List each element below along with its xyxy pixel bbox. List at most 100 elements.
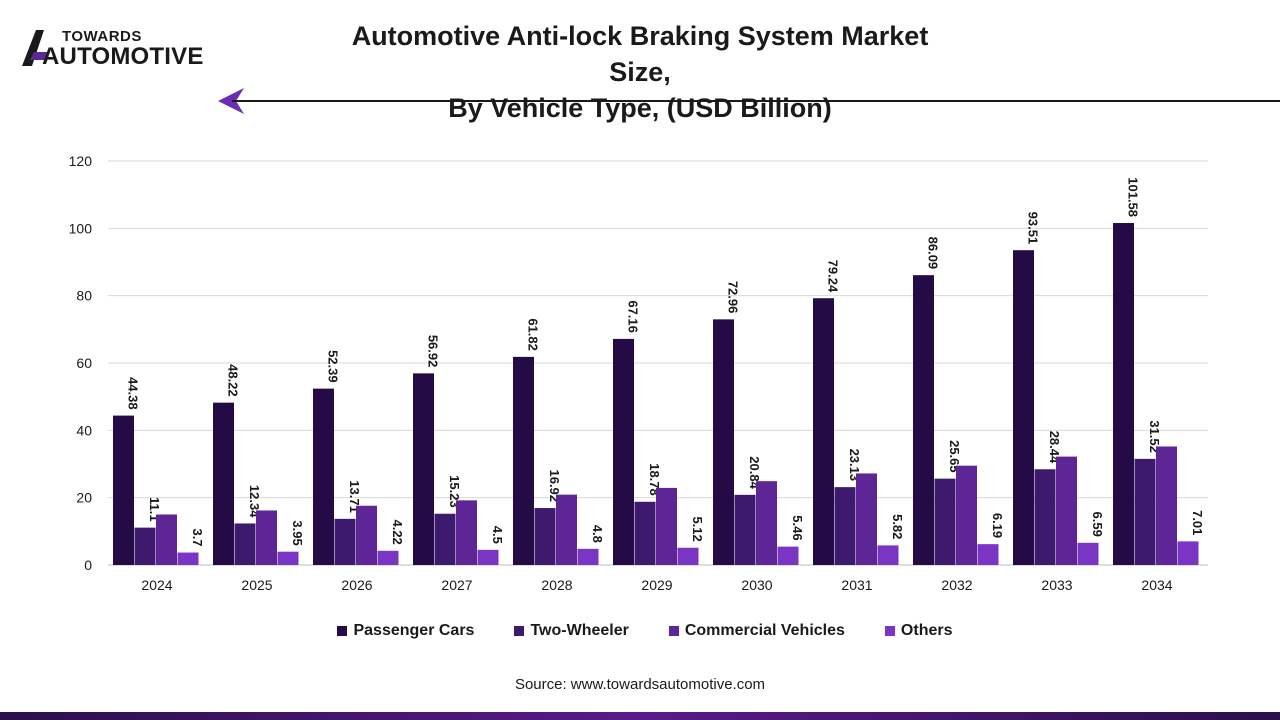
data-label: 15.23 [447,475,462,508]
data-label: 18.78 [647,463,662,496]
data-label: 13.71 [347,480,362,513]
bar-commercial-vehicles [956,465,977,565]
x-tick-label: 2032 [941,577,972,593]
bar-others [377,550,399,565]
legend-item: Others [884,622,953,640]
bar-two-wheeler [934,478,956,565]
x-tick-label: 2025 [241,577,272,593]
data-label: 56.92 [426,335,441,368]
bar-commercial-vehicles [856,473,877,565]
bar-two-wheeler [534,508,556,565]
y-tick-label: 120 [69,153,93,169]
x-tick-label: 2031 [841,577,872,593]
bar-commercial-vehicles [456,500,477,565]
data-label: 86.09 [926,237,941,270]
bar-commercial-vehicles [656,487,677,565]
bar-passenger-cars [713,319,734,565]
y-tick-label: 80 [76,288,92,304]
bar-commercial-vehicles [1056,456,1077,565]
legend-label: Commercial Vehicles [684,622,845,639]
bar-two-wheeler [434,513,456,565]
data-label: 3.7 [190,528,205,546]
data-label: 5.46 [790,515,805,540]
x-tick-label: 2027 [441,577,472,593]
x-tick-label: 2028 [541,577,572,593]
data-label: 48.22 [226,364,241,397]
bar-others [877,545,899,565]
data-label: 7.01 [1190,510,1205,535]
data-label: 72.96 [726,281,741,314]
data-label: 67.16 [626,300,641,333]
bar-commercial-vehicles [356,505,377,565]
bar-two-wheeler [634,501,656,565]
chart-title: Automotive Anti-lock Braking System Mark… [340,18,940,126]
data-label: 6.59 [1090,512,1105,537]
legend-swatch [337,626,348,636]
bar-others [777,546,799,565]
data-label: 16.92 [547,469,562,502]
bar-passenger-cars [313,388,334,565]
bar-others [277,551,299,565]
bar-two-wheeler [734,494,756,565]
bar-passenger-cars [813,298,834,565]
source-note: Source: www.towardsautomotive.com [514,676,766,693]
bar-commercial-vehicles [1156,446,1177,565]
logo-line-1: TOWARDS [62,28,142,45]
y-tick-label: 40 [76,422,92,438]
data-label: 5.12 [690,516,705,541]
bar-passenger-cars [213,402,234,565]
bar-commercial-vehicles [756,481,777,565]
legend-swatch [884,626,895,636]
y-tick-label: 100 [69,220,93,236]
bar-others [1077,542,1099,565]
bar-others [577,548,599,565]
bar-two-wheeler [834,487,856,565]
bar-others [477,549,499,565]
chart-legend: Passenger Cars Two-Wheeler Commercial Vehi… [0,622,1280,640]
bar-chart: 02040608010012044.3811.13.7202448.2212.3… [69,153,1208,593]
bar-commercial-vehicles [556,494,577,565]
x-tick-label: 2024 [141,577,172,593]
legend-swatch [514,626,525,636]
data-label: 5.82 [890,514,905,539]
data-label: 52.39 [326,350,341,383]
bar-two-wheeler [334,518,356,565]
data-label: 4.8 [590,525,605,543]
bar-two-wheeler [1134,458,1156,565]
bar-others [177,552,199,565]
x-tick-label: 2026 [341,577,372,593]
footer-bar [0,712,1280,720]
data-label: 4.5 [490,526,505,544]
bar-two-wheeler [134,527,156,565]
x-tick-label: 2029 [641,577,672,593]
chart-title-line-1: Automotive Anti-lock Braking System Mark… [351,21,929,87]
bar-others [1177,541,1199,565]
y-tick-label: 0 [84,557,92,573]
data-label: 25.65 [947,440,962,473]
bar-passenger-cars [613,338,634,565]
bar-passenger-cars [513,356,534,565]
chart-title-line-2: By Vehicle Type, (USD Billion) [448,93,832,123]
data-label: 6.19 [990,513,1005,538]
bar-commercial-vehicles [156,514,177,565]
arrow-left-icon [218,88,244,114]
logo-mark-icon [22,30,50,66]
bar-others [677,547,699,565]
legend-swatch [668,626,679,636]
data-label: 44.38 [126,377,141,410]
data-label: 93.51 [1026,212,1041,245]
data-label: 3.95 [290,520,305,545]
data-label: 79.24 [826,260,841,293]
legend-label: Others [900,622,953,639]
y-tick-label: 20 [76,490,92,506]
x-tick-label: 2034 [1141,577,1172,593]
legend-item: Commercial Vehicles [668,622,845,640]
data-label: 101.58 [1126,177,1141,217]
bar-two-wheeler [234,523,256,565]
legend-item: Passenger Cars [337,622,474,640]
bar-passenger-cars [1013,250,1034,566]
brand-logo: TOWARDS AUTOMOTIVE [20,28,230,73]
logo-line-2: AUTOMOTIVE [42,43,204,70]
data-label: 61.82 [526,318,541,351]
x-tick-label: 2030 [741,577,772,593]
